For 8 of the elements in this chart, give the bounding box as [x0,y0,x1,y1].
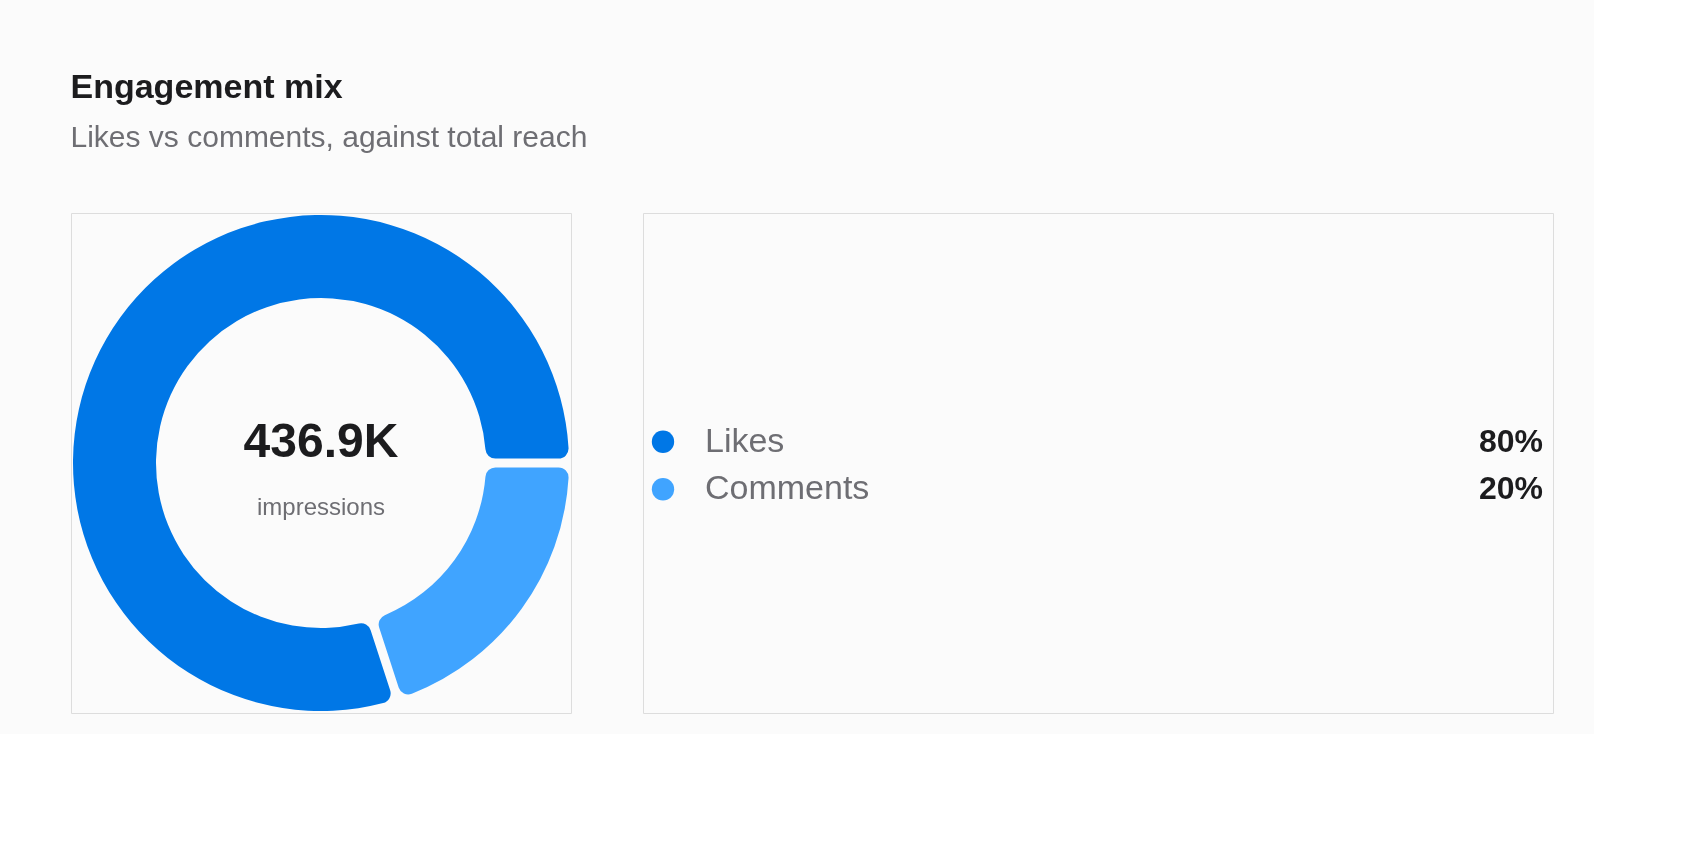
chart-title: Engagement mix [70,66,343,105]
chart-subtitle: Likes vs comments, against total reach [70,119,588,153]
legend-label: Likes [705,420,785,459]
data-label: 20% [1478,470,1543,507]
text: impressions [256,493,386,520]
legend-label: Comments [705,468,870,507]
text: 436.9K [243,414,399,467]
data-label: 80% [1478,422,1543,459]
